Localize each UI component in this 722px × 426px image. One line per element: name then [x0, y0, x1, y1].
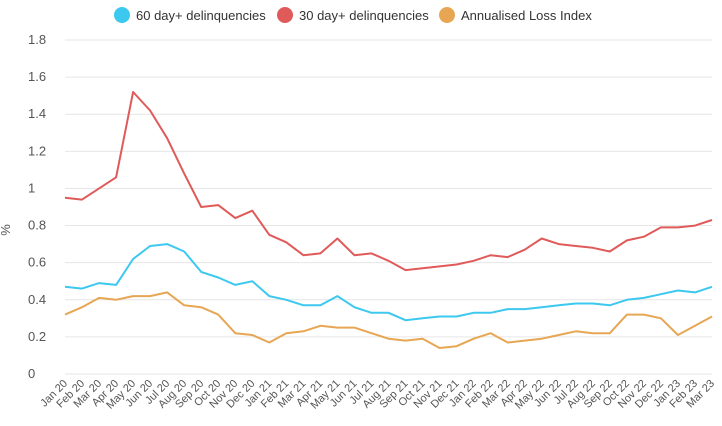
legend-label: 30 day+ delinquencies	[299, 8, 429, 23]
y-tick-label: 0.6	[28, 255, 46, 270]
series-line-1	[64, 91, 713, 272]
y-tick-label: 1.2	[28, 143, 46, 158]
y-tick-label: 1.8	[28, 32, 46, 47]
legend: 60 day+ delinquencies 30 day+ delinquenci…	[114, 7, 592, 23]
y-tick-label: 1.4	[28, 106, 46, 121]
y-tick-label: 0.2	[28, 329, 46, 344]
y-tick-label: 0	[28, 366, 35, 381]
legend-marker	[277, 7, 293, 23]
y-tick-label: 1.6	[28, 69, 46, 84]
legend-label: 60 day+ delinquencies	[136, 8, 266, 23]
legend-marker	[114, 7, 130, 23]
series-lines	[64, 91, 713, 349]
y-axis-ticks: 0 0.2 0.4 0.6 0.8 1 1.2 1.4 1.6 1.8	[28, 32, 46, 381]
series-line-0	[64, 243, 713, 322]
y-axis-label: %	[0, 224, 13, 236]
y-tick-label: 1	[28, 180, 35, 195]
gridlines	[65, 39, 712, 375]
series-line-2	[64, 291, 713, 349]
legend-marker	[439, 7, 455, 23]
y-tick-label: 0.8	[28, 218, 46, 233]
legend-label: Annualised Loss Index	[461, 8, 592, 23]
y-tick-label: 0.4	[28, 292, 46, 307]
